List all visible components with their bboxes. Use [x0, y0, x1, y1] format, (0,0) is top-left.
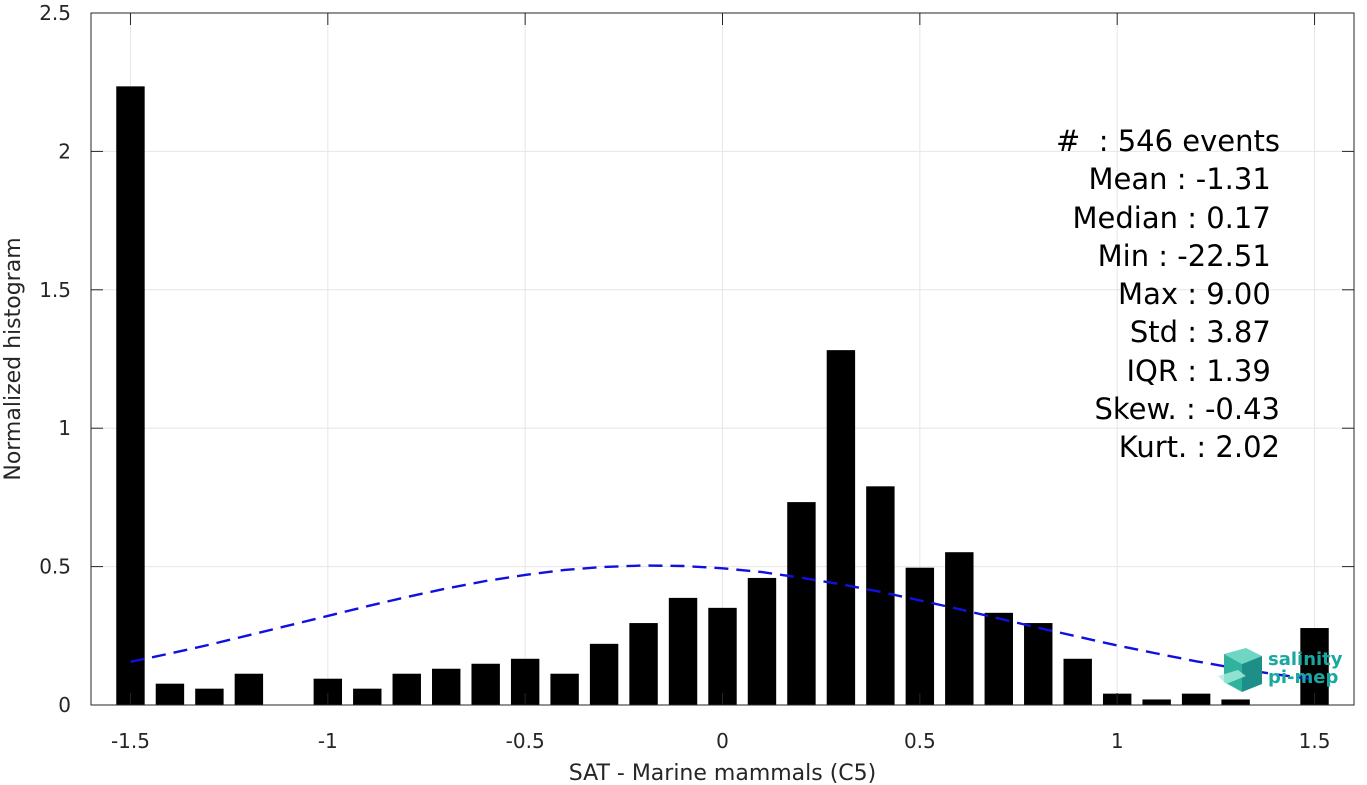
- y-tick-label: 0.5: [39, 555, 71, 579]
- histogram-bar: [945, 552, 974, 705]
- stats-count: # : 546 events: [1056, 124, 1280, 158]
- x-tick-label: 1.5: [1299, 729, 1331, 753]
- histogram-bar: [1221, 699, 1250, 705]
- y-tick-label: 0: [58, 693, 71, 717]
- y-tick-label: 1.5: [39, 278, 71, 302]
- stats-min: Min : -22.51: [1097, 238, 1280, 273]
- axis-ticks: -1.5 -1 -0.5 0 0.5 1 1.5 0 0.5 1 1.5 2 2.5: [39, 1, 1354, 753]
- histogram-bar: [747, 577, 777, 705]
- histogram-bar: [668, 597, 698, 705]
- histogram-bar: [826, 350, 856, 705]
- histogram-bar: [432, 668, 461, 705]
- histogram-bar: [787, 502, 816, 705]
- histogram-bar: [471, 663, 500, 705]
- histogram-bar: [1024, 623, 1053, 705]
- x-tick-label: -0.5: [506, 729, 545, 753]
- histogram-bar: [116, 86, 145, 706]
- logo-line1: salinity: [1268, 649, 1343, 670]
- logo-line2: pi-mep: [1268, 667, 1339, 688]
- x-axis-label: SAT - Marine mammals (C5): [569, 761, 877, 785]
- histogram-bar: [984, 612, 1013, 705]
- stats-box: # : 546 events Mean : -1.31 Median : 0.1…: [1010, 122, 1280, 467]
- logo-cube-icon: [1218, 648, 1262, 692]
- x-tick-label: 0: [716, 729, 729, 753]
- x-tick-label: -1: [318, 729, 338, 753]
- histogram-bar: [629, 623, 658, 705]
- stats-std: Std : 3.87: [1129, 315, 1280, 350]
- stats-max: Max : 9.00: [1118, 277, 1280, 312]
- histogram-bar: [1063, 658, 1092, 705]
- histogram-bar: [866, 486, 895, 705]
- histogram-bar: [708, 607, 737, 705]
- histogram-bar: [550, 673, 579, 705]
- stats-median: Median : 0.17: [1072, 200, 1280, 235]
- salinity-pimep-logo: salinity pi-mep: [1216, 646, 1352, 694]
- histogram-bar: [1142, 699, 1171, 705]
- stats-mean: Mean : -1.31: [1088, 162, 1280, 197]
- x-tick-label: 1: [1111, 729, 1124, 753]
- stats-iqr: IQR : 1.39: [1126, 353, 1280, 388]
- histogram-bar: [1181, 693, 1211, 705]
- histogram-bar: [1300, 628, 1329, 705]
- histogram-bar: [392, 673, 421, 705]
- histogram-bar: [195, 688, 224, 705]
- histogram-bar: [589, 643, 619, 705]
- y-tick-label: 1: [58, 416, 71, 440]
- stats-skew: Skew. : -0.43: [1094, 392, 1280, 427]
- x-tick-label: -1.5: [111, 729, 150, 753]
- histogram-bar: [234, 673, 264, 705]
- fit-curve: [130, 564, 1315, 681]
- y-tick-label: 2: [58, 139, 71, 163]
- histogram-bar: [353, 688, 382, 705]
- histogram-bar: [155, 683, 185, 705]
- y-axis-label: Normalized histogram: [1, 237, 26, 480]
- histogram-bar: [905, 567, 935, 705]
- x-tick-label: 0.5: [904, 729, 936, 753]
- stats-kurt: Kurt. : 2.02: [1118, 430, 1280, 465]
- y-tick-label: 2.5: [39, 1, 71, 25]
